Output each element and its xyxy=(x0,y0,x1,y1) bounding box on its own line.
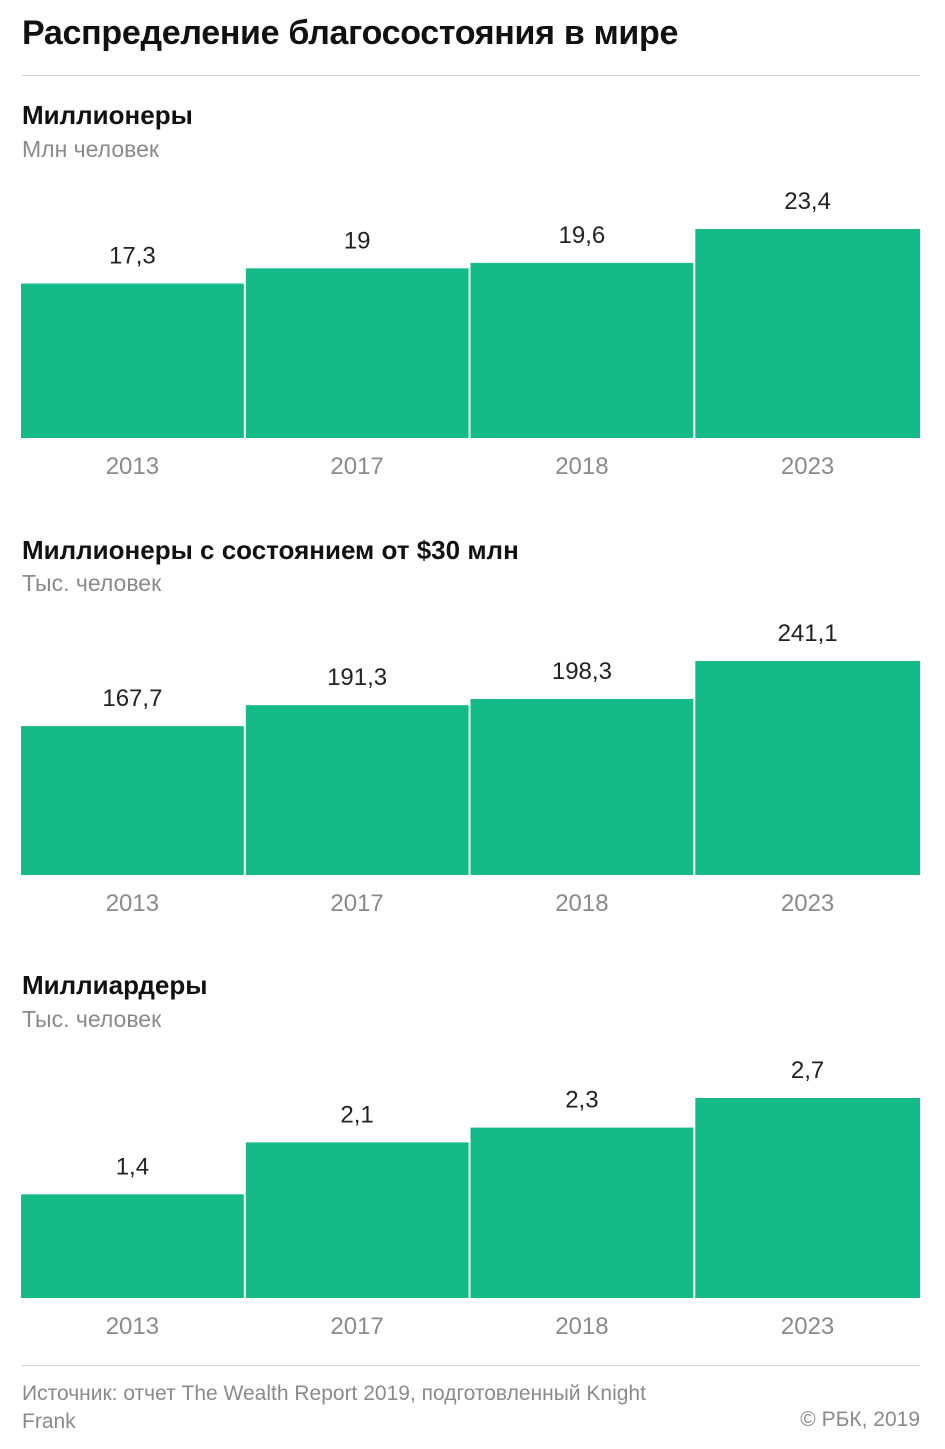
x-tick-label-2013: 2013 xyxy=(106,890,159,917)
bar-2017 xyxy=(245,1142,469,1298)
x-tick-label-2018: 2018 xyxy=(555,453,608,480)
chart-title-billionaires: Миллиардеры xyxy=(22,970,208,1000)
value-label-2018: 19,6 xyxy=(559,222,606,249)
x-tick-label-2018: 2018 xyxy=(555,890,608,917)
bar-2017 xyxy=(245,268,469,438)
bar-2018 xyxy=(470,699,694,875)
value-label-2018: 2,3 xyxy=(565,1087,598,1114)
value-label-2017: 2,1 xyxy=(340,1101,373,1128)
x-tick-label-2013: 2013 xyxy=(106,1313,159,1340)
chart-title-ultra-rich: Миллионеры с состоянием от $30 млн xyxy=(22,535,519,565)
bar-chart-millionaires: 17,3 2013 19 2017 19,6 2018 23,4 2023 xyxy=(21,188,921,480)
value-label-2023: 2,7 xyxy=(791,1057,824,1084)
bar-2023 xyxy=(695,661,921,875)
x-tick-label-2018: 2018 xyxy=(555,1313,608,1340)
value-label-2013: 17,3 xyxy=(109,243,156,270)
source-note: Источник: отчет The Wealth Report 2019, … xyxy=(22,1382,646,1433)
bar-2018 xyxy=(470,1127,694,1298)
value-label-2017: 191,3 xyxy=(327,664,387,691)
chart-unit-millionaires: Млн человек xyxy=(22,136,159,162)
bar-2023 xyxy=(695,229,921,438)
page-title: Распределение благосостояния в мире xyxy=(22,14,679,52)
value-label-2013: 1,4 xyxy=(116,1153,149,1180)
x-tick-label-2017: 2017 xyxy=(330,453,383,480)
chart-title-millionaires: Миллионеры xyxy=(22,100,193,130)
x-tick-label-2023: 2023 xyxy=(781,890,834,917)
chart-unit-billionaires: Тыс. человек xyxy=(22,1006,162,1032)
bar-2017 xyxy=(245,705,469,875)
bar-2023 xyxy=(695,1098,921,1298)
bar-chart-billionaires: 1,4 2013 2,1 2017 2,3 2018 2,7 2023 xyxy=(21,1057,921,1340)
bar-2013 xyxy=(21,726,244,875)
bar-2018 xyxy=(470,262,694,438)
value-label-2018: 198,3 xyxy=(552,658,612,685)
value-label-2023: 23,4 xyxy=(784,188,831,215)
value-label-2013: 167,7 xyxy=(102,685,162,712)
chart-unit-ultra-rich: Тыс. человек xyxy=(22,570,162,596)
footer-divider xyxy=(22,1365,920,1366)
value-label-2023: 241,1 xyxy=(778,620,838,647)
bar-2013 xyxy=(21,283,244,438)
bar-2013 xyxy=(21,1194,244,1298)
x-tick-label-2017: 2017 xyxy=(330,1313,383,1340)
x-tick-label-2023: 2023 xyxy=(781,453,834,480)
title-divider xyxy=(22,75,920,76)
value-label-2017: 19 xyxy=(344,227,371,254)
x-tick-label-2023: 2023 xyxy=(781,1313,834,1340)
copyright: © РБК, 2019 xyxy=(800,1408,920,1431)
x-tick-label-2013: 2013 xyxy=(106,453,159,480)
bar-chart-ultra-rich: 167,7 2013 191,3 2017 198,3 2018 241,1 2023 xyxy=(21,620,921,917)
x-tick-label-2017: 2017 xyxy=(330,890,383,917)
